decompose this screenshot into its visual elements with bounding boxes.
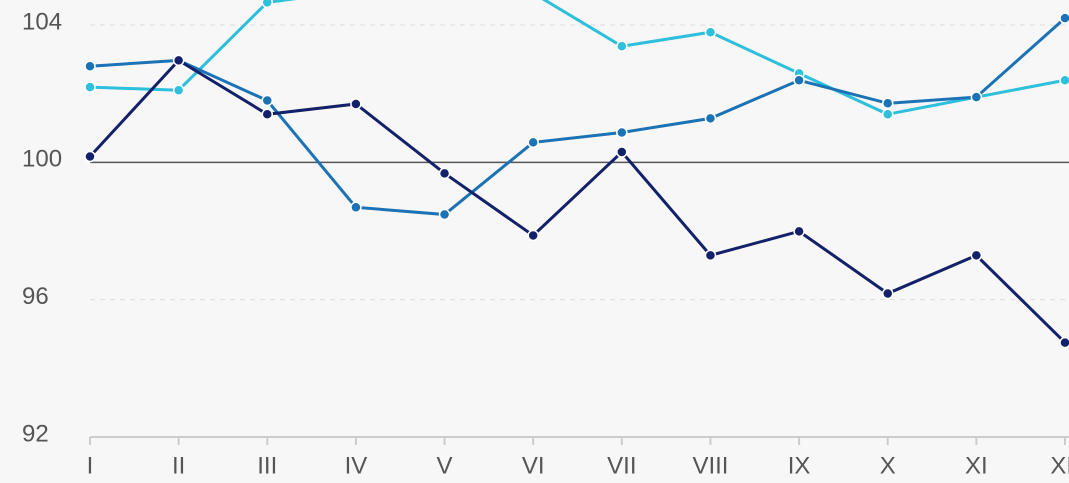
point (527, 136, 539, 149)
point (84, 81, 96, 93)
point (350, 98, 362, 110)
x-tick-label: XII (1050, 452, 1069, 479)
point (438, 167, 451, 180)
point (350, 201, 362, 214)
point (616, 146, 628, 158)
point (1059, 336, 1069, 349)
x-tick-label: VIII (692, 452, 728, 479)
point (881, 97, 894, 110)
series-line (89, 17, 1066, 217)
point (1059, 74, 1069, 87)
x-tick-label: VI (522, 452, 545, 479)
point (84, 150, 96, 163)
point (970, 249, 983, 262)
x-tick-label: I (87, 452, 94, 479)
point (172, 84, 185, 96)
point (261, 94, 274, 107)
point (704, 249, 717, 262)
point (616, 126, 628, 139)
point (438, 208, 451, 221)
x-tick-label: XI (965, 452, 988, 479)
series-line (88, 58, 1067, 344)
x-tick-label: IX (788, 452, 811, 479)
x-tick-label: II (172, 452, 185, 479)
point (616, 40, 628, 53)
point (261, 108, 274, 121)
point (84, 60, 96, 72)
point (261, 0, 274, 9)
series-line (89, 0, 1066, 116)
x-tick-label: VII (607, 452, 636, 479)
y-tick-label: 104 (22, 8, 62, 35)
x-tick-label: V (437, 452, 453, 479)
point (704, 112, 717, 125)
point (527, 229, 539, 242)
y-tick-label: 100 (22, 146, 62, 173)
y-tick-label: 92 (22, 420, 49, 447)
x-tick-label: IV (345, 452, 368, 479)
point (793, 225, 805, 238)
point (793, 74, 805, 87)
point (970, 91, 983, 103)
point (881, 287, 894, 300)
point (704, 26, 717, 38)
y-tick-label: 96 (22, 283, 49, 310)
point (881, 108, 894, 121)
point (172, 54, 185, 67)
point (1059, 12, 1069, 24)
x-tick-label: X (880, 452, 896, 479)
x-tick-label: III (257, 452, 277, 479)
